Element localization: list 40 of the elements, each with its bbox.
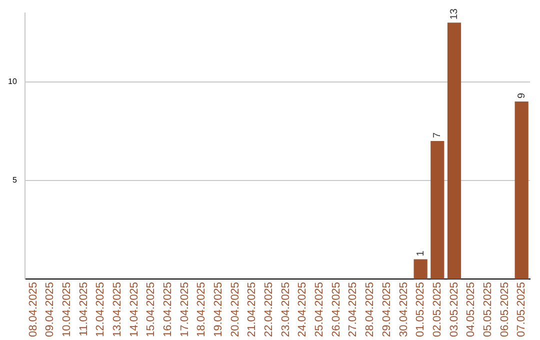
data-label: 1 [415,250,426,256]
x-tick-label: 29.04.2025 [380,282,393,338]
x-tick-label: 22.04.2025 [263,282,276,338]
x-tick-label: 23.04.2025 [280,282,292,338]
x-tick-label: 15.04.2025 [145,282,158,338]
bar [514,102,528,279]
x-tick-label: 02.05.2025 [431,282,444,338]
x-tick-label: 24.04.2025 [296,282,309,338]
x-tick-label: 28.04.2025 [364,282,376,338]
x-tick-label: 17.04.2025 [178,282,191,338]
x-tick-label: 19.04.2025 [212,282,225,338]
x-tick-label: 20.04.2025 [229,282,242,338]
x-tick-label: 09.04.2025 [44,282,56,338]
data-label: 7 [432,132,444,138]
data-label: 9 [516,92,528,99]
x-tick-label: 05.05.2025 [482,282,494,338]
x-tick-label: 13.04.2025 [112,282,124,338]
bar [430,140,444,279]
bar [447,22,462,279]
x-tick-label: 11.04.2025 [78,282,90,336]
x-tick-label: 08.04.2025 [27,282,40,338]
x-tick-label: 18.04.2025 [196,282,208,338]
x-tick-label: 14.04.2025 [128,282,140,338]
x-tick-label: 10.04.2025 [61,282,74,338]
x-tick-label: 12.04.2025 [94,282,107,338]
x-tick-label: 07.05.2025 [516,282,528,338]
x-tick-label: 27.04.2025 [347,282,360,338]
x-tick-label: 26.04.2025 [330,282,342,338]
x-tick-label: 25.04.2025 [314,282,326,338]
x-tick-label: 04.05.2025 [465,282,478,338]
bar [414,259,428,279]
y-tick-label: 5 [12,176,18,185]
x-tick-label: 16.04.2025 [162,282,174,338]
data-label: 13 [448,8,460,20]
x-tick-label: 01.05.2025 [414,282,427,338]
x-tick-label: 21.04.2025 [246,282,258,338]
x-tick-label: 30.04.2025 [398,282,410,338]
y-tick-label: 10 [8,77,18,86]
x-tick-label: 06.05.2025 [498,282,511,338]
x-tick-label: 03.05.2025 [448,282,460,338]
